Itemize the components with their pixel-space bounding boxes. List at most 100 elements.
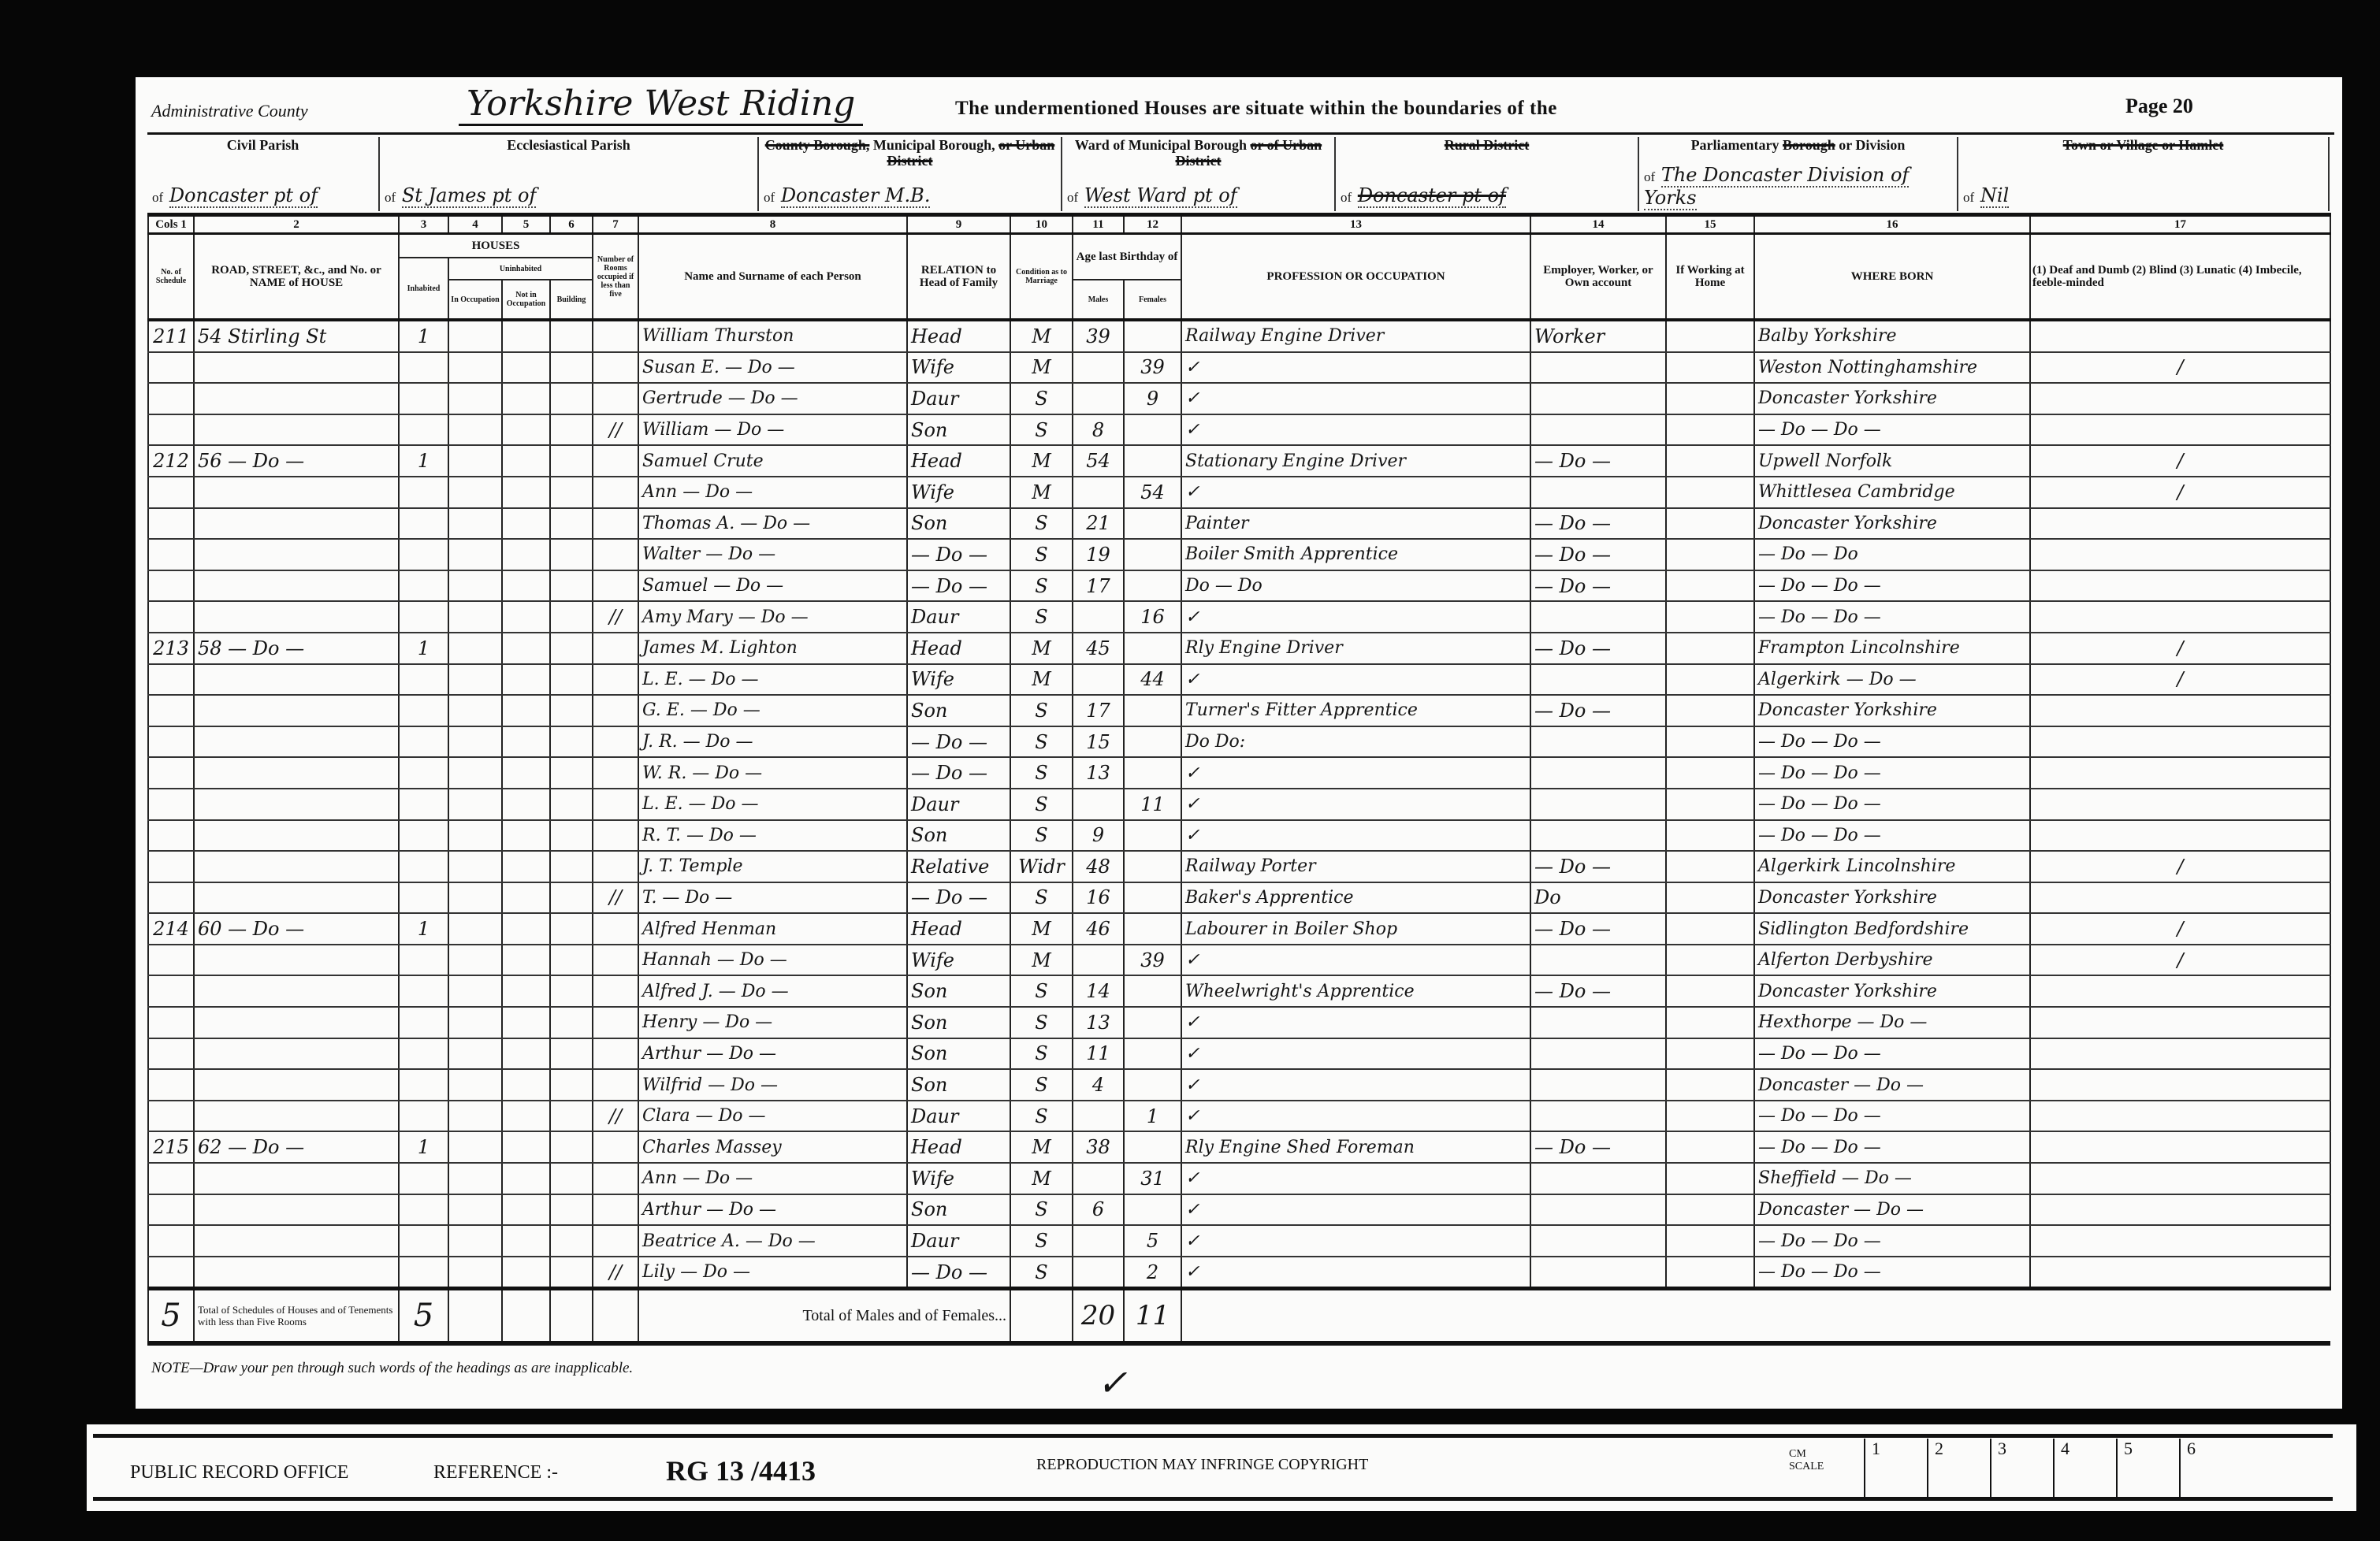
- person-name: James M. Lighton: [638, 632, 908, 665]
- age-female: [1123, 507, 1182, 540]
- occupation: ✓: [1181, 757, 1531, 789]
- age-female: 2: [1123, 1256, 1182, 1290]
- table-row: J. R. — Do — — Do — S 15 Do Do: — Do — Do —: [147, 726, 2331, 759]
- birthplace: — Do — Do —: [1753, 414, 2031, 447]
- employment-status: — Do —: [1530, 1131, 1667, 1164]
- boundary-value: Doncaster pt of: [1357, 184, 1506, 208]
- census-table: Cols 1 2 3 4 5 6 7 8 9 10 11 12 13 14 15 16 17 No. of Sc…: [147, 213, 2331, 1346]
- person-name: Gertrude — Do —: [638, 383, 908, 415]
- table-row: Gertrude — Do — Daur S 9 ✓ Doncaster Yorkshir…: [147, 383, 2331, 415]
- rooms-mark: [592, 1069, 639, 1101]
- condition: M: [1010, 663, 1073, 696]
- schedule-number: [147, 695, 195, 727]
- schedule-number: [147, 383, 195, 415]
- column-number: 13: [1181, 213, 1531, 235]
- column-number: 15: [1665, 213, 1755, 235]
- employment-status: — Do —: [1530, 975, 1667, 1008]
- schedule-number: [147, 1256, 195, 1290]
- empty-cell: [448, 944, 503, 977]
- empty-cell: [549, 414, 593, 447]
- empty-cell: [1665, 975, 1755, 1008]
- empty-cell: [501, 819, 551, 852]
- rooms-mark: [592, 663, 639, 696]
- empty-cell: [501, 975, 551, 1008]
- employment-status: — Do —: [1530, 570, 1667, 603]
- birthplace: Balby Yorkshire: [1753, 320, 2031, 353]
- relation: Daur: [906, 1225, 1011, 1257]
- empty-cell: [549, 1225, 593, 1257]
- table-row: L. E. — Do — Daur S 11 ✓ — Do — Do —: [147, 788, 2331, 821]
- empty-cell: [501, 1131, 551, 1164]
- condition: S: [1010, 1100, 1073, 1133]
- rooms-mark: [592, 570, 639, 603]
- age-female: [1123, 1038, 1182, 1071]
- birthplace: — Do — Do —: [1753, 726, 2031, 759]
- address: [193, 1069, 400, 1101]
- relation: Son: [906, 695, 1011, 727]
- empty-cell: [448, 663, 503, 696]
- age-male: [1072, 663, 1125, 696]
- label-part: Municipal Borough,: [869, 137, 999, 153]
- empty-cell: [549, 320, 593, 353]
- employment-status: — Do —: [1530, 632, 1667, 665]
- condition: S: [1010, 570, 1073, 603]
- column-headings-row: No. of Schedule ROAD, STREET, &c., and N…: [147, 233, 2331, 321]
- empty-cell: [549, 570, 593, 603]
- schedule-number: 211: [147, 320, 195, 353]
- condition: S: [1010, 1069, 1073, 1101]
- inhabited: [398, 975, 449, 1008]
- boundary-label: Town or Village or Hamlet: [1962, 137, 2325, 153]
- empty-cell: [501, 414, 551, 447]
- empty-cell: [501, 663, 551, 696]
- column-heading: Not in Occupation: [501, 280, 551, 321]
- rooms-mark: //: [592, 882, 639, 915]
- birthplace: — Do — Do —: [1753, 1100, 2031, 1133]
- empty-cell: [448, 1131, 503, 1164]
- address: [193, 1225, 400, 1257]
- empty-cell: [1665, 882, 1755, 915]
- admin-county-label: Administrative County: [151, 101, 308, 121]
- occupation: ✓: [1181, 601, 1531, 633]
- rooms-mark: [592, 913, 639, 945]
- rooms-mark: //: [592, 1100, 639, 1133]
- age-female: [1123, 1007, 1182, 1039]
- occupation: Railway Engine Driver: [1181, 320, 1531, 353]
- column-heading: No. of Schedule: [147, 233, 195, 321]
- birthplace: — Do — Do —: [1753, 788, 2031, 821]
- age-male: 54: [1072, 445, 1125, 477]
- employment-status: — Do —: [1530, 445, 1667, 477]
- age-male: [1072, 383, 1125, 415]
- table-row: 213 58 — Do —1 James M. Lighton Head M 45 Rly …: [147, 632, 2331, 665]
- table-row: Ann — Do — Wife M 54 ✓ Whittlesea Cambridge /: [147, 476, 2331, 509]
- age-male: 46: [1072, 913, 1125, 945]
- occupation: Rly Engine Driver: [1181, 632, 1531, 665]
- age-male: 38: [1072, 1131, 1125, 1164]
- empty-cell: [1665, 1069, 1755, 1101]
- person-name: Amy Mary — Do —: [638, 601, 908, 633]
- age-male: 14: [1072, 975, 1125, 1008]
- schedule-number: [147, 1038, 195, 1071]
- empty-cell: [501, 383, 551, 415]
- relation: Son: [906, 414, 1011, 447]
- schedule-number: [147, 975, 195, 1008]
- empty-cell: [448, 695, 503, 727]
- table-row: Alfred J. — Do — Son S 14 Wheelwright's Appr…: [147, 975, 2331, 1008]
- age-male: 48: [1072, 851, 1125, 883]
- infirmity-mark: [2029, 320, 2331, 353]
- schedule-number: [147, 507, 195, 540]
- condition: S: [1010, 695, 1073, 727]
- condition: S: [1010, 757, 1073, 789]
- birthplace: Doncaster Yorkshire: [1753, 882, 2031, 915]
- boundary-text: The undermentioned Houses are situate wi…: [955, 98, 1557, 119]
- age-female: [1123, 913, 1182, 945]
- rooms-mark: //: [592, 414, 639, 447]
- label-part: County Borough,: [764, 137, 870, 153]
- infirmity-mark: [2029, 1256, 2331, 1290]
- table-row: G. E. — Do — Son S 17 Turner's Fitter Appren…: [147, 695, 2331, 727]
- column-heading: ROAD, STREET, &c., and No. or NAME of HO…: [193, 233, 400, 321]
- empty-cell: [501, 570, 551, 603]
- address: [193, 695, 400, 727]
- age-female: [1123, 1194, 1182, 1227]
- empty-cell: [501, 882, 551, 915]
- column-heading: Name and Surname of each Person: [638, 233, 908, 321]
